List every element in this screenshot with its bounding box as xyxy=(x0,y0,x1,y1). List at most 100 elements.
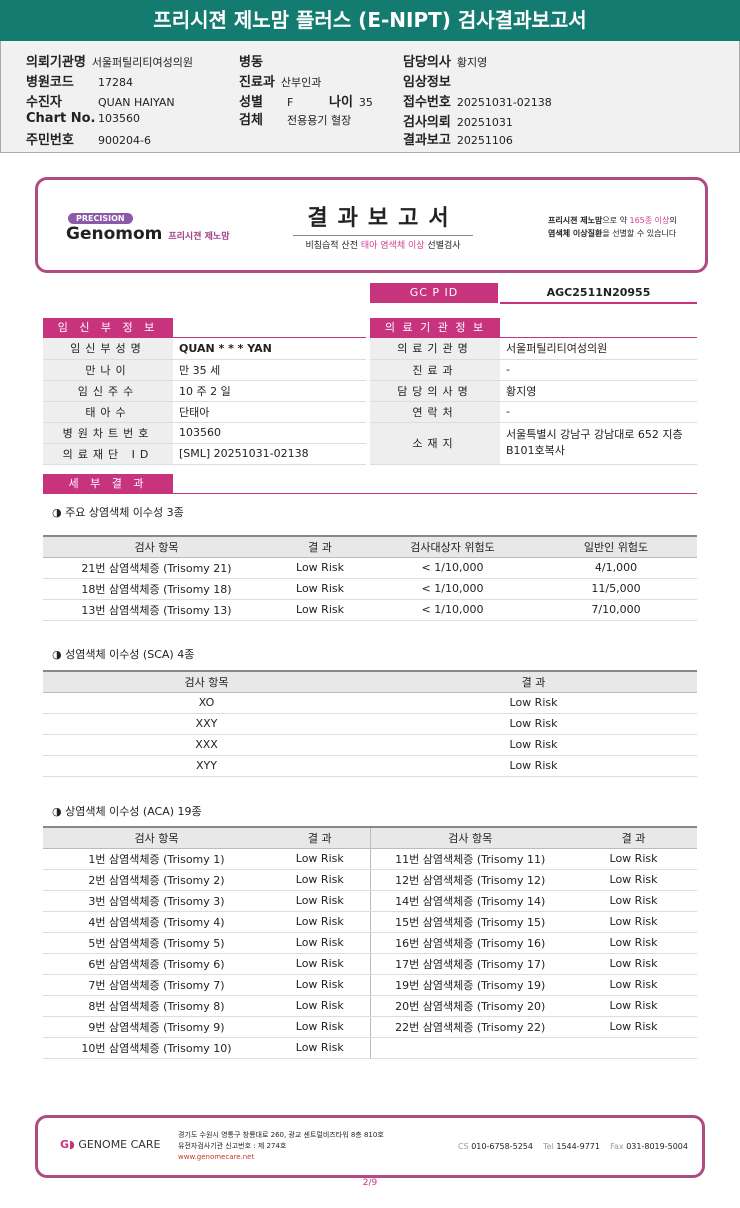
result-cell: Low Risk xyxy=(570,932,697,954)
item-cell: < 1/10,000 xyxy=(370,557,535,579)
banner-note: 프리시젼 제노맘으로 약 165종 이상의 염색체 이상질환을 선별할 수 있습… xyxy=(548,214,677,240)
column-header: 결 과 xyxy=(370,670,697,693)
gcpid-label: GC P ID xyxy=(370,283,498,303)
result-cell: Low Risk xyxy=(370,734,697,756)
info-value: 황지영 xyxy=(500,380,697,402)
item-cell: 19번 삼염색체증 (Trisomy 19) xyxy=(369,974,570,996)
column-header: 검사 항목 xyxy=(369,826,570,849)
info-value: 서울퍼틸리티여성의원 xyxy=(500,338,697,360)
item-cell: < 1/10,000 xyxy=(370,578,535,600)
column-header: 결 과 xyxy=(270,535,370,558)
tel-number: 1544-9771 xyxy=(556,1142,600,1151)
pregnant-section-label: 임 신 부 정 보 xyxy=(43,318,173,338)
precision-badge: PRECISION xyxy=(68,213,133,224)
column-header: 결 과 xyxy=(270,826,370,849)
result-cell: Low Risk xyxy=(270,869,370,891)
info-row: 연락처 - xyxy=(370,401,697,423)
table-row: 1번 삼염색체증 (Trisomy 1) Low Risk 11번 삼염색체증 (T… xyxy=(43,848,697,870)
cs-label: CS xyxy=(458,1142,469,1151)
note-1c: 165종 이상 xyxy=(629,216,670,225)
genomom-logo: Genomom 프리시젼 제노맘 xyxy=(66,224,229,244)
gcpid-value: AGC2511N20955 xyxy=(500,283,697,304)
item-cell: XO xyxy=(43,692,370,714)
dept-value: 산부인과 xyxy=(280,76,322,89)
info-key: 태아수 xyxy=(43,401,173,423)
result-cell: Low Risk xyxy=(370,692,697,714)
result-cell: Low Risk xyxy=(570,953,697,975)
report-value: 20251106 xyxy=(456,134,513,147)
item-cell: 9번 삼염색체증 (Trisomy 9) xyxy=(43,1016,270,1038)
sca-title: ◑ 성염색체 이수성 (SCA) 4종 xyxy=(52,648,195,661)
info-row: 만나이 만 35 세 xyxy=(43,359,366,381)
result-cell: Low Risk xyxy=(570,974,697,996)
result-cell: Low Risk xyxy=(270,932,370,954)
result-cell: Low Risk xyxy=(570,890,697,912)
info-row: 담당의사명 황지영 xyxy=(370,380,697,402)
request-label: 검사의뢰 xyxy=(403,115,451,130)
result-cell: Low Risk xyxy=(570,911,697,933)
table-row: XXX Low Risk xyxy=(43,734,697,756)
item-cell: 1번 삼염색체증 (Trisomy 1) xyxy=(43,848,270,870)
id-label: 주민번호 xyxy=(26,133,74,148)
column-header: 검사대상자 위험도 xyxy=(370,535,535,558)
item-cell: 3번 삼염색체증 (Trisomy 3) xyxy=(43,890,270,912)
website-link[interactable]: www.genomecare.net xyxy=(178,1153,255,1161)
hospital-label: 의뢰기관명 xyxy=(26,55,86,70)
tel-label: Tel xyxy=(543,1142,554,1151)
item-cell: XXX xyxy=(43,734,370,756)
column-header: 검사 항목 xyxy=(43,670,370,693)
request-value: 20251031 xyxy=(456,116,513,129)
result-cell: Low Risk xyxy=(270,995,370,1017)
info-row: 의료기관명 서울퍼틸리티여성의원 xyxy=(370,338,697,360)
hospital-value: 서울퍼틸리티여성의원 xyxy=(91,56,194,69)
item-cell: 13번 삼염색체증 (Trisomy 13) xyxy=(43,599,270,621)
footer-address: 경기도 수원시 영통구 창룡대로 260, 광교 센트럴비즈타워 8층 810호… xyxy=(178,1130,384,1163)
sub-c: 선별검사 xyxy=(424,241,461,251)
receipt-value: 20251031-02138 xyxy=(456,96,552,109)
item-cell: 5번 삼염색체증 (Trisomy 5) xyxy=(43,932,270,954)
table-row: 5번 삼염색체증 (Trisomy 5) Low Risk 16번 삼염색체증 (T… xyxy=(43,932,697,954)
result-cell: Low Risk xyxy=(270,599,370,621)
result-cell: Low Risk xyxy=(270,557,370,579)
item-cell: XXY xyxy=(43,713,370,735)
order-header: 의뢰기관명 서울퍼틸리티여성의원 병원코드 17284 수진자 QUAN HAIYAN… xyxy=(0,41,740,153)
footer-brand: GENOME CARE xyxy=(78,1138,161,1151)
result-cell: Low Risk xyxy=(570,995,697,1017)
item-cell: 2번 삼염색체증 (Trisomy 2) xyxy=(43,869,270,891)
divider xyxy=(370,337,697,338)
column-header: 검사 항목 xyxy=(43,826,270,849)
page-number: 2/9 xyxy=(362,1178,378,1188)
doctor-value: 황지영 xyxy=(456,56,488,69)
item-cell: 21번 삼염색체증 (Trisomy 21) xyxy=(43,557,270,579)
code-label: 병원코드 xyxy=(26,75,74,90)
result-cell: Low Risk xyxy=(270,848,370,870)
result-cell xyxy=(570,1037,697,1059)
info-row: 병원차트번호 103560 xyxy=(43,422,366,444)
item-cell: < 1/10,000 xyxy=(370,599,535,621)
cs-number: 010-6758-5254 xyxy=(471,1142,533,1151)
result-cell: Low Risk xyxy=(370,713,697,735)
info-value: [SML] 20251031-02138 xyxy=(173,443,366,465)
patient-value: QUAN HAIYAN xyxy=(98,96,175,109)
dept-label: 진료과 xyxy=(239,75,275,90)
info-row: 소재지 서울특별시 강남구 강남대로 652 지층 B101호복사 xyxy=(370,422,697,465)
item-cell xyxy=(369,1037,570,1059)
note-1a: 프리시젼 제노맘 xyxy=(548,216,603,225)
result-cell: Low Risk xyxy=(270,1016,370,1038)
id-value: 900204-6 xyxy=(98,134,151,147)
item-cell: 11번 삼염색체증 (Trisomy 11) xyxy=(369,848,570,870)
info-key: 임신주수 xyxy=(43,380,173,402)
info-value: QUAN * * * YAN xyxy=(173,338,366,360)
divider xyxy=(43,337,366,338)
item-cell: 20번 삼염색체증 (Trisomy 20) xyxy=(369,995,570,1017)
ward-label: 병동 xyxy=(239,55,263,70)
license-line: 유전자검사기관 신고번호 : 제 274호 xyxy=(178,1142,287,1150)
footer: G◗ GENOME CARE 경기도 수원시 영통구 창룡대로 260, 광교 … xyxy=(35,1115,705,1178)
info-row: 임신주수 10 주 2 일 xyxy=(43,380,366,402)
item-cell: 17번 삼염색체증 (Trisomy 17) xyxy=(369,953,570,975)
code-value: 17284 xyxy=(98,76,133,89)
item-cell: 12번 삼염색체증 (Trisomy 12) xyxy=(369,869,570,891)
major-table: 검사 항목 결 과 검사대상자 위험도 일반인 위험도 21번 삼염색체증 (Triso… xyxy=(43,535,697,621)
result-cell: Low Risk xyxy=(270,1037,370,1059)
info-key: 만나이 xyxy=(43,359,173,381)
